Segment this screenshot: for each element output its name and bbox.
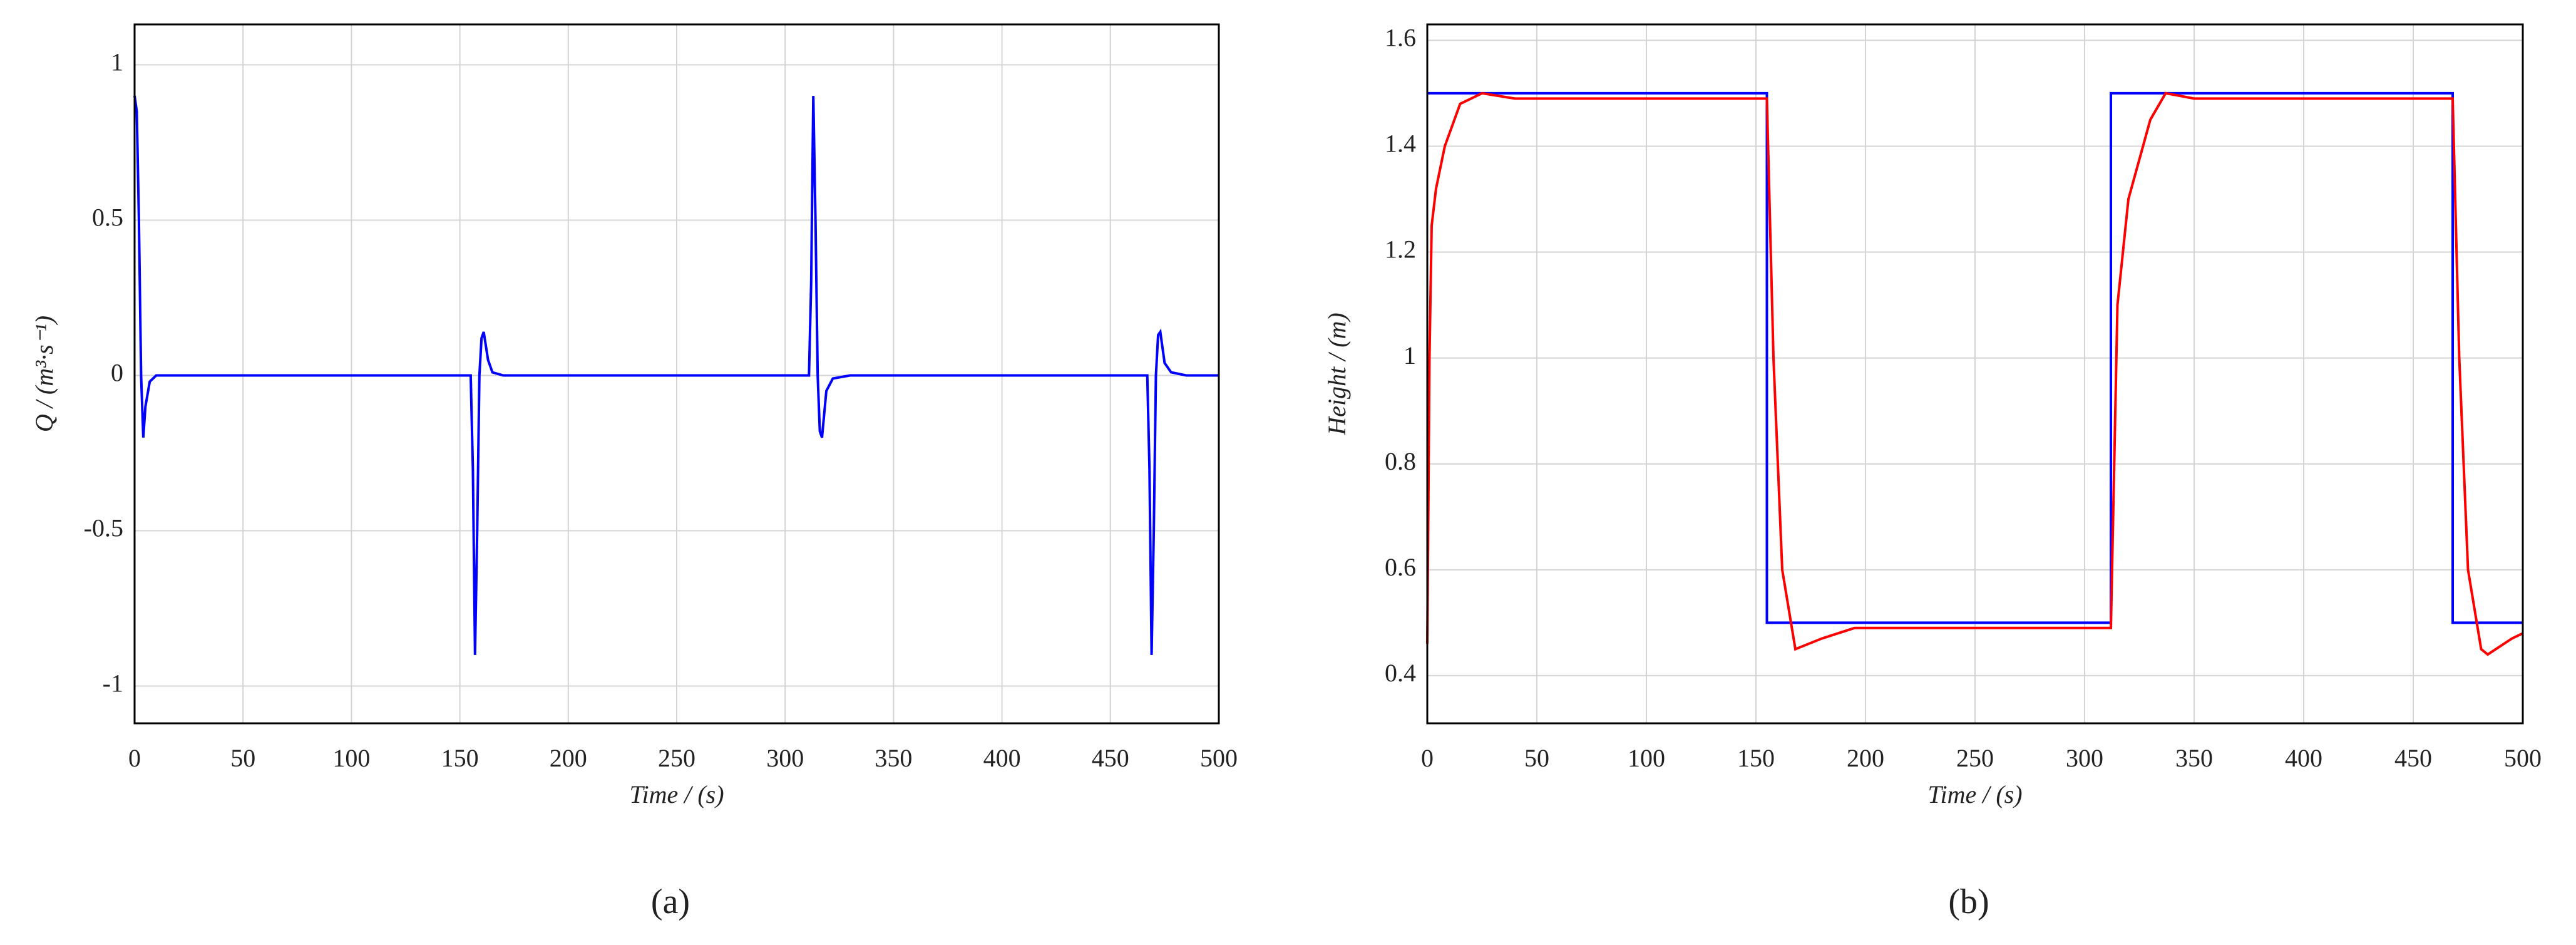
plot-frame bbox=[133, 23, 1220, 725]
x-tick-label: 500 bbox=[1200, 744, 1238, 772]
y-tick-label: 0 bbox=[111, 359, 123, 387]
x-tick-label: 400 bbox=[983, 744, 1021, 772]
x-tick-label: 150 bbox=[441, 744, 479, 772]
y-tick-label: 1 bbox=[1403, 341, 1416, 369]
x-tick-label: 100 bbox=[1628, 744, 1665, 772]
x-tick-label: 200 bbox=[1847, 744, 1884, 772]
data-line bbox=[1427, 91, 2523, 624]
caption: (a) bbox=[651, 882, 690, 921]
y-tick-label: 1 bbox=[111, 48, 123, 76]
x-tick-label: 300 bbox=[766, 744, 804, 772]
y-tick-label: 0.6 bbox=[1385, 553, 1416, 581]
x-tick-label: 0 bbox=[1421, 744, 1434, 772]
x-tick-label: 50 bbox=[230, 744, 255, 772]
y-axis-label: Q / (m³·s⁻¹) bbox=[30, 316, 58, 432]
x-tick-label: 100 bbox=[332, 744, 370, 772]
y-tick-label: 0.5 bbox=[92, 204, 123, 232]
y-tick-label: 1.6 bbox=[1385, 24, 1416, 52]
y-axis-label: Height / (m) bbox=[1323, 312, 1351, 436]
y-tick-label: -1 bbox=[103, 669, 123, 698]
x-tick-label: 500 bbox=[2504, 744, 2542, 772]
x-tick-label: 200 bbox=[550, 744, 587, 772]
y-tick-label: -0.5 bbox=[84, 514, 123, 542]
x-tick-label: 350 bbox=[875, 744, 912, 772]
plot-frame bbox=[1426, 23, 2524, 725]
y-tick-label: 1.2 bbox=[1385, 235, 1416, 264]
y-tick-label: 1.4 bbox=[1385, 130, 1416, 158]
caption: (b) bbox=[1948, 882, 1989, 921]
data-line bbox=[133, 95, 1219, 655]
x-tick-label: 450 bbox=[1092, 744, 1129, 772]
x-tick-label: 450 bbox=[2394, 744, 2432, 772]
x-tick-label: 250 bbox=[658, 744, 695, 772]
y-tick-label: 0.4 bbox=[1385, 659, 1416, 687]
x-tick-label: 250 bbox=[1956, 744, 1994, 772]
x-axis-label: Time / (s) bbox=[1927, 780, 2022, 808]
y-tick-label: 0.8 bbox=[1385, 447, 1416, 475]
x-tick-label: 350 bbox=[2175, 744, 2213, 772]
x-tick-label: 50 bbox=[1524, 744, 1549, 772]
x-tick-label: 400 bbox=[2285, 744, 2322, 772]
x-tick-label: 150 bbox=[1737, 744, 1775, 772]
data-line bbox=[1426, 91, 2523, 656]
x-axis-label: Time / (s) bbox=[629, 780, 724, 808]
x-tick-label: 300 bbox=[2066, 744, 2103, 772]
x-tick-label: 0 bbox=[128, 744, 141, 772]
